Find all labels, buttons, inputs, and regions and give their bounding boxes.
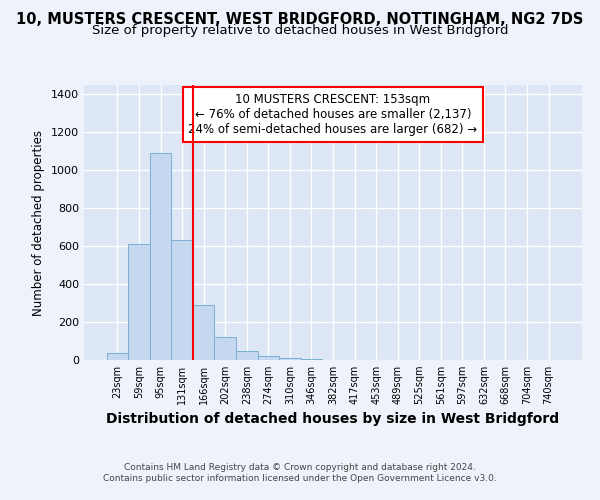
Bar bbox=[236, 352, 257, 360]
Bar bbox=[257, 356, 279, 360]
Bar bbox=[172, 240, 193, 360]
Text: Contains HM Land Registry data © Crown copyright and database right 2024.: Contains HM Land Registry data © Crown c… bbox=[124, 462, 476, 471]
Bar bbox=[193, 305, 214, 360]
Bar bbox=[150, 154, 172, 360]
Bar bbox=[301, 359, 322, 360]
Text: 10, MUSTERS CRESCENT, WEST BRIDGFORD, NOTTINGHAM, NG2 7DS: 10, MUSTERS CRESCENT, WEST BRIDGFORD, NO… bbox=[16, 12, 584, 28]
Bar bbox=[214, 337, 236, 360]
Bar bbox=[107, 354, 128, 360]
Text: Distribution of detached houses by size in West Bridgford: Distribution of detached houses by size … bbox=[106, 412, 560, 426]
Text: 10 MUSTERS CRESCENT: 153sqm
← 76% of detached houses are smaller (2,137)
24% of : 10 MUSTERS CRESCENT: 153sqm ← 76% of det… bbox=[188, 93, 478, 136]
Bar bbox=[128, 244, 150, 360]
Y-axis label: Number of detached properties: Number of detached properties bbox=[32, 130, 46, 316]
Text: Size of property relative to detached houses in West Bridgford: Size of property relative to detached ho… bbox=[92, 24, 508, 37]
Bar bbox=[279, 358, 301, 360]
Text: Contains public sector information licensed under the Open Government Licence v3: Contains public sector information licen… bbox=[103, 474, 497, 483]
